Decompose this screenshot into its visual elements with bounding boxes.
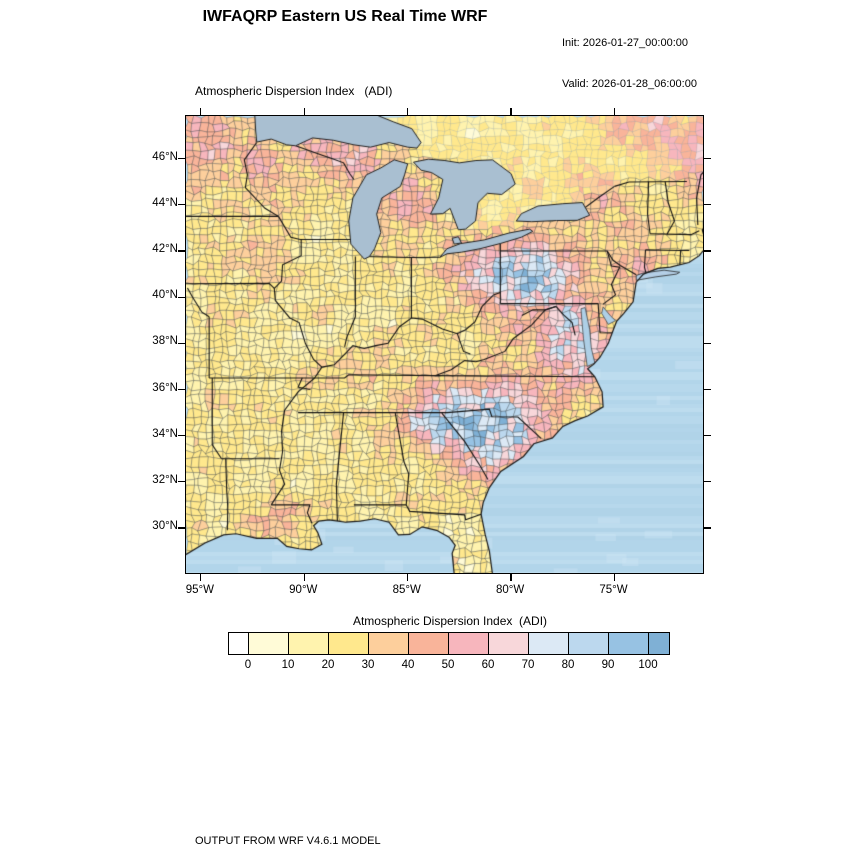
lat-tick-label: 46°N	[152, 150, 178, 163]
colorbar-cell	[449, 633, 489, 654]
colorbar-tick-label: 90	[601, 659, 615, 671]
footer-line1: OUTPUT FROM WRF V4.6.1 MODEL	[195, 835, 381, 847]
colorbar-cell	[609, 633, 649, 654]
axis-tick	[704, 388, 711, 391]
colorbar-cell	[289, 633, 329, 654]
axis-tick	[704, 158, 711, 160]
axis-tick	[303, 574, 305, 581]
axis-tick	[178, 250, 185, 252]
colorbar-cell	[529, 633, 569, 654]
colorbar-tick-label: 70	[521, 659, 535, 671]
colorbar-cell	[409, 633, 449, 654]
map-frame	[178, 108, 711, 581]
axis-tick	[704, 342, 711, 344]
axis-tick	[407, 574, 409, 581]
colorbar-cell	[649, 633, 669, 654]
axis-tick	[704, 481, 711, 483]
axis-tick	[178, 342, 185, 344]
colorbar-tick-label: 30	[361, 659, 375, 671]
valid-time-label: Valid: 2026-01-28_06:00:00	[562, 77, 697, 90]
lat-tick-label: 44°N	[152, 196, 178, 209]
colorbar-title: Atmospheric Dispersion Index (ADI)	[352, 614, 548, 628]
adi-map-canvas	[186, 116, 703, 573]
lat-tick-label: 38°N	[152, 335, 178, 348]
lat-tick-label: 32°N	[152, 473, 178, 486]
colorbar-tick-label: 50	[441, 659, 455, 671]
colorbar-cell	[489, 633, 529, 654]
axis-tick	[704, 204, 711, 206]
axis-tick	[200, 574, 202, 581]
lat-tick-label: 34°N	[152, 427, 178, 440]
axis-tick	[178, 388, 185, 391]
axis-tick	[303, 108, 305, 115]
colorbar-tick-label: 10	[281, 659, 295, 671]
lat-tick-label: 36°N	[152, 381, 178, 394]
axis-tick	[704, 527, 711, 529]
colorbar-cell	[229, 633, 249, 654]
lat-tick-label: 30°N	[152, 519, 178, 532]
axis-tick	[704, 435, 711, 437]
axis-tick	[704, 250, 711, 252]
field-label: Atmospheric Dispersion Index (ADI)	[195, 84, 393, 98]
lon-tick-label: 80°W	[495, 584, 525, 596]
axis-tick	[178, 158, 185, 160]
axis-tick	[178, 204, 185, 206]
axis-tick	[510, 574, 512, 581]
colorbar-cell	[329, 633, 369, 654]
axis-ticks	[178, 108, 711, 581]
lon-tick-label: 85°W	[392, 584, 421, 596]
axis-tick	[178, 435, 185, 437]
axis-tick	[178, 296, 185, 298]
axis-tick	[178, 527, 185, 529]
lon-tick-label: 90°W	[289, 584, 318, 596]
footer: OUTPUT FROM WRF V4.6.1 MODEL WE = 310 ; …	[195, 806, 628, 850]
axis-tick	[704, 296, 711, 298]
model-times: Init: 2026-01-27_00:00:00 Valid: 2026-01…	[562, 10, 697, 118]
lat-tick-label: 42°N	[152, 243, 178, 256]
axis-tick	[178, 481, 185, 483]
colorbar-cell	[569, 633, 609, 654]
axis-tick	[613, 574, 616, 581]
colorbar-tick-label: 0	[244, 659, 252, 671]
colorbar-tick-label: 20	[321, 659, 335, 671]
lon-tick-label: 95°W	[185, 584, 214, 596]
lat-tick-label: 40°N	[152, 289, 178, 302]
colorbar-tick-label: 60	[481, 659, 495, 671]
plot-title: IWFAQRP Eastern US Real Time WRF	[202, 8, 488, 25]
axis-tick	[613, 108, 616, 115]
axis-tick	[510, 108, 512, 115]
colorbar	[228, 632, 670, 655]
colorbar-cell	[369, 633, 409, 654]
axis-tick	[200, 108, 202, 115]
colorbar-tick-label: 40	[401, 659, 415, 671]
colorbar-tick-label: 100	[638, 659, 658, 671]
init-time-label: Init: 2026-01-27_00:00:00	[562, 37, 688, 49]
axis-tick	[407, 108, 409, 115]
lon-tick-label: 75°W	[599, 584, 628, 596]
colorbar-cell	[249, 633, 289, 654]
colorbar-tick-label: 80	[561, 659, 575, 671]
